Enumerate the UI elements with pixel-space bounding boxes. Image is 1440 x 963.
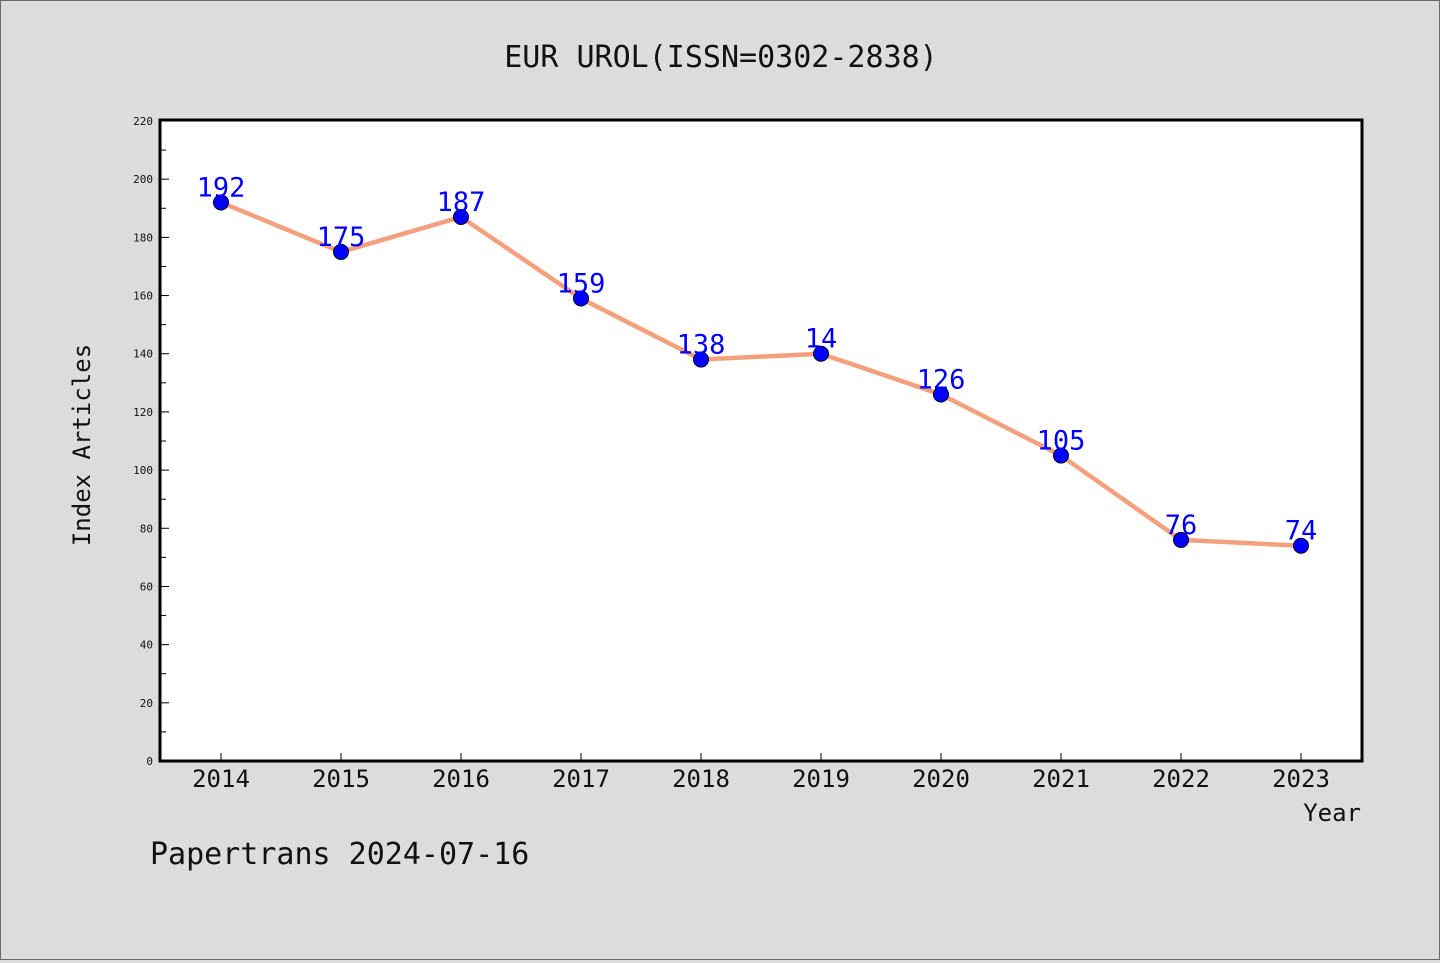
data-point-marker [573,290,589,307]
y-tick-label: 120 [133,406,153,419]
data-point-marker [933,386,949,403]
plot-area [158,118,1364,763]
y-tick-label: 180 [133,231,153,244]
x-tick-label: 2022 [1152,765,1210,793]
x-tick-label: 2023 [1272,765,1330,793]
x-tick-label: 2015 [312,765,370,793]
data-point-marker [1293,537,1309,554]
data-label: 76 [1165,510,1198,541]
data-label: 192 [197,172,246,203]
y-tick-label: 100 [133,464,153,477]
x-tick-label: 2018 [672,765,730,793]
data-point-marker [693,351,709,368]
x-tick-label: 2017 [552,765,610,793]
x-tick-label: 2021 [1032,765,1090,793]
data-label: 187 [437,187,486,218]
y-tick-label: 0 [146,755,153,768]
chart-title: EUR UROL(ISSN=0302-2838) [504,40,937,75]
y-tick-label: 20 [140,697,153,710]
y-tick-label: 200 [133,173,153,186]
y-tick-label: 80 [140,522,153,535]
series-line-group [218,200,1304,548]
y-axis-label: Index Articles [68,344,96,546]
data-point-marker [453,209,469,225]
x-tick-label: 2016 [432,765,490,793]
y-tick-label: 220 [133,115,153,128]
data-label: 138 [677,330,726,361]
data-label: 105 [1037,426,1086,457]
y-tick-label: 160 [133,290,153,303]
data-label: 159 [557,268,606,299]
x-tick-label: 2019 [792,765,850,793]
data-label-group: 192 175 187 159 138 14 126 105 76 74 [197,172,1318,546]
x-axis-label: Year [1303,799,1361,827]
data-point-marker [333,243,349,260]
y-tick-label: 140 [133,348,153,361]
data-label: 74 [1285,516,1318,547]
data-label: 14 [805,324,838,355]
y-axis-ticks: 0 20 40 60 80 100 120 140 160 180 200 220 [133,115,169,768]
x-tick-label: 2020 [912,765,970,793]
x-axis-ticks: 2014 2015 2016 2017 2018 2019 2020 2021 2022 2023 [192,753,1330,793]
data-label: 126 [917,364,966,395]
footer-watermark: Papertrans 2024-07-16 [150,837,529,872]
data-point-marker [813,345,829,362]
data-point-marker [1053,447,1069,464]
data-label: 175 [317,222,366,253]
series-line [218,200,1304,548]
x-tick-label: 2014 [192,765,250,793]
marker-group [213,194,1309,554]
data-point-marker [1173,531,1189,548]
y-tick-label: 40 [140,639,153,652]
y-tick-label: 60 [140,580,153,593]
data-point-marker [213,194,229,211]
